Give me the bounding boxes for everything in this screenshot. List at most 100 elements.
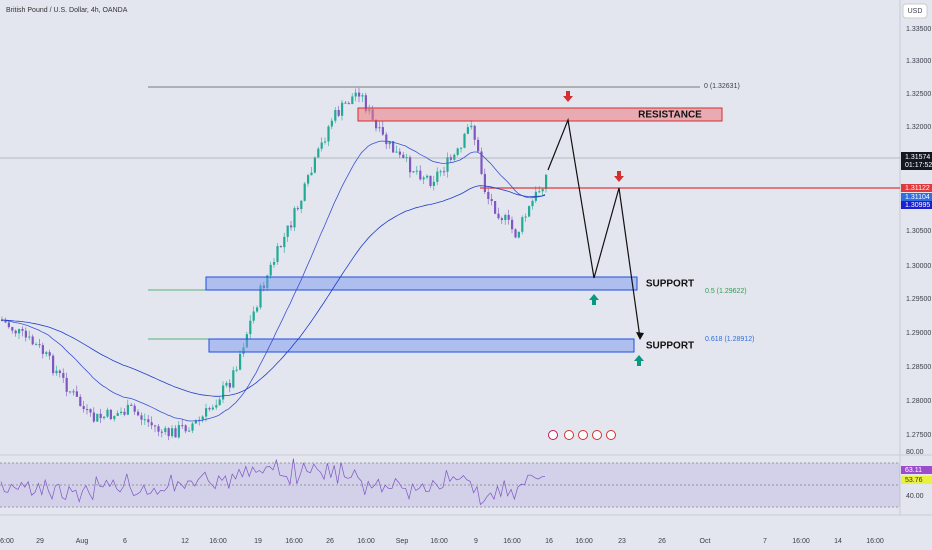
candle-body (181, 425, 184, 427)
price-label: 1.29000 (906, 330, 931, 337)
candle-body (432, 181, 435, 186)
candle-body (283, 236, 286, 248)
candle-body (541, 189, 544, 192)
countdown: 01:17:52 (905, 162, 932, 169)
candle-body (235, 369, 238, 371)
candle-body (483, 173, 486, 192)
candle-body (28, 336, 31, 338)
candle-body (133, 405, 136, 412)
candle-body (249, 320, 252, 335)
candle-body (286, 225, 289, 237)
candle-body (300, 200, 303, 210)
time-label: 16:00 (209, 538, 227, 545)
rsi-marker-label: 53.76 (905, 477, 923, 484)
candle-body (154, 425, 157, 427)
candle-body (470, 125, 473, 128)
candle-body (103, 416, 106, 419)
candle-body (351, 96, 354, 105)
candle-body (79, 396, 82, 407)
candle-body (324, 141, 327, 143)
symbol-title: British Pound / U.S. Dollar, 4h, OANDA (6, 7, 128, 14)
candle-body (69, 391, 72, 393)
support-label: SUPPORT (646, 341, 694, 352)
candle-body (92, 412, 95, 422)
candle-body (259, 285, 262, 308)
time-label: 16:00 (503, 538, 521, 545)
price-label: 1.28500 (906, 364, 931, 371)
price-label: 1.27500 (906, 432, 931, 439)
candle-body (89, 409, 92, 413)
candle-body (538, 191, 541, 193)
candle-body (218, 399, 221, 406)
candle-body (344, 102, 347, 104)
candle-body (52, 355, 55, 374)
candle-body (130, 404, 133, 406)
candle-body (174, 428, 177, 438)
time-label: 16:00 (792, 538, 810, 545)
price-label: 1.33500 (906, 26, 931, 33)
candle-body (45, 352, 48, 354)
candle-body (58, 370, 61, 374)
candle-body (41, 345, 44, 354)
candle-body (21, 328, 24, 331)
time-label: 26 (326, 538, 334, 545)
time-label: 29 (36, 538, 44, 545)
candle-body (398, 151, 401, 155)
candle-body (409, 157, 412, 173)
candle-body (38, 344, 41, 346)
price-label: 1.32500 (906, 91, 931, 98)
candle-body (269, 264, 272, 276)
candle-body (201, 416, 204, 421)
candle-body (208, 408, 211, 410)
candle-body (436, 171, 439, 182)
candle-body (239, 353, 242, 370)
time-label: 16:00 (0, 538, 14, 545)
candle-body (116, 413, 119, 416)
candle-body (330, 120, 333, 127)
candle-body (99, 413, 102, 419)
rsi-marker (901, 466, 932, 474)
candle-body (194, 419, 197, 424)
candle-body (429, 175, 432, 186)
candle-body (443, 171, 446, 173)
candle-body (426, 175, 429, 178)
candle-body (460, 147, 463, 149)
candle-body (164, 428, 167, 433)
time-label: 16:00 (430, 538, 448, 545)
candle-body (473, 125, 476, 140)
candle-body (303, 183, 306, 201)
candle-body (507, 214, 510, 220)
candle-body (126, 404, 129, 415)
price-label: 1.29500 (906, 296, 931, 303)
time-label: 7 (763, 538, 767, 545)
rsi-label: 40.00 (906, 493, 924, 500)
projection-path (547, 117, 641, 339)
candle-body (11, 327, 14, 331)
rsi-marker (901, 476, 932, 484)
candle-body (439, 171, 442, 173)
candle-body (528, 206, 531, 217)
down-arrow (614, 171, 624, 182)
resistance-zone (357, 107, 723, 122)
candle-body (113, 415, 116, 420)
price-label: 1.32000 (906, 124, 931, 131)
candle-body (415, 170, 418, 172)
price-marker (901, 201, 932, 209)
price-marker (901, 193, 932, 201)
candle-body (354, 92, 357, 97)
currency-button[interactable] (902, 3, 928, 19)
candle-body (405, 157, 408, 159)
candle-body (109, 409, 112, 420)
rsi-marker-label: 63.11 (905, 467, 922, 474)
price-marker (901, 184, 932, 192)
event-icons (548, 430, 616, 440)
candle-body (524, 216, 527, 218)
candle-body (334, 109, 337, 121)
resistance-label: RESISTANCE (638, 110, 702, 121)
candle-body (422, 177, 425, 180)
candle-body (290, 225, 293, 228)
candle-body (24, 330, 27, 338)
time-label: 12 (181, 538, 189, 545)
rsi-label: 80.00 (906, 449, 924, 456)
candle-body (511, 219, 514, 230)
